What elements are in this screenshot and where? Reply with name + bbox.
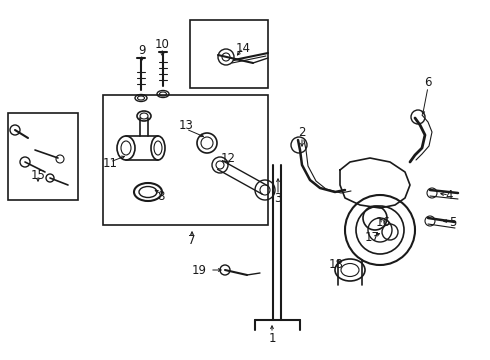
- Bar: [103, 95, 268, 225]
- Text: 16: 16: [375, 216, 391, 229]
- Text: 1: 1: [268, 332, 276, 345]
- Text: 13: 13: [178, 118, 194, 131]
- Text: 3: 3: [274, 192, 282, 204]
- Text: 17: 17: [365, 230, 379, 243]
- Text: 9: 9: [138, 44, 146, 57]
- Text: 14: 14: [236, 41, 250, 54]
- Text: 18: 18: [329, 258, 343, 271]
- Text: 7: 7: [188, 234, 196, 247]
- Text: 5: 5: [449, 216, 457, 229]
- Bar: [8, 113, 78, 200]
- Text: 2: 2: [298, 126, 306, 139]
- Text: 12: 12: [220, 152, 236, 165]
- Text: 10: 10: [154, 37, 170, 50]
- Text: 4: 4: [445, 189, 453, 202]
- Bar: [190, 20, 268, 88]
- Text: 19: 19: [192, 264, 206, 276]
- Text: 8: 8: [157, 189, 165, 202]
- Text: 15: 15: [30, 168, 46, 181]
- Text: 6: 6: [424, 76, 432, 89]
- Text: 11: 11: [102, 157, 118, 170]
